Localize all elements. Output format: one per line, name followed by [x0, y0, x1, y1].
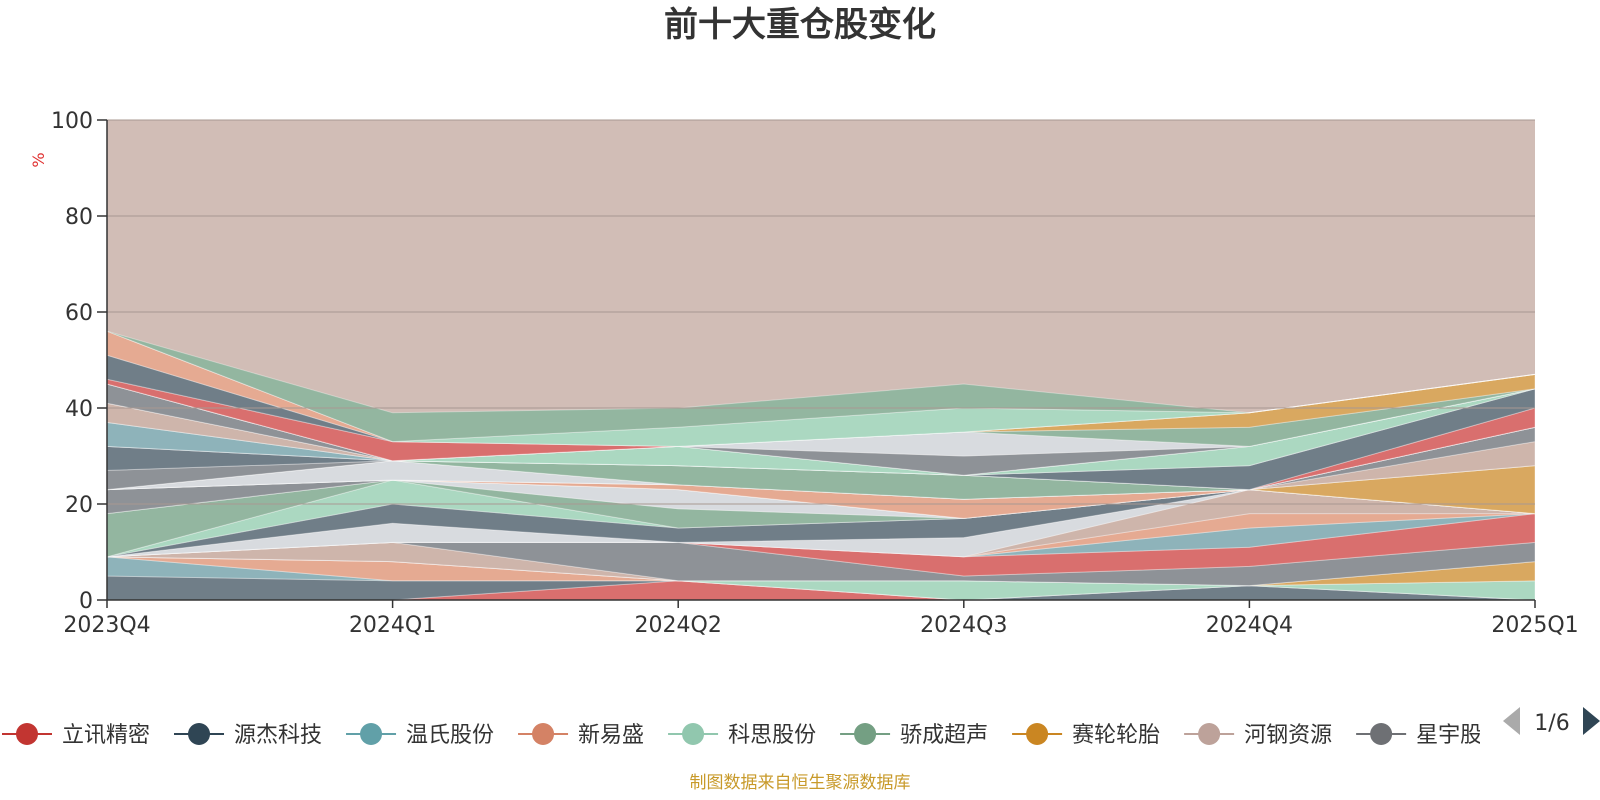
- legend-label: 骄成超声: [900, 723, 988, 748]
- legend-label: 立讯精密: [62, 723, 150, 748]
- legend-item[interactable]: 赛轮轮胎: [1012, 723, 1160, 748]
- legend-marker-icon: [188, 723, 211, 745]
- y-tick-label: 40: [65, 397, 93, 422]
- x-tick-label: 2023Q4: [63, 613, 150, 638]
- legend-item[interactable]: 科思股份: [668, 723, 816, 748]
- area-series-22: [106, 441, 1536, 500]
- area-series-39: [106, 373, 1536, 462]
- area-series-40: [106, 354, 1536, 447]
- y-tick-label: 60: [65, 301, 93, 326]
- x-tick-label: 2024Q1: [349, 613, 436, 638]
- y-tick-label: 20: [65, 493, 93, 518]
- legend-label: 河钢资源: [1244, 723, 1332, 748]
- x-tick-label: 2025Q1: [1491, 613, 1578, 638]
- y-tick-label: 0: [79, 589, 93, 614]
- legend-item[interactable]: 新易盛: [518, 723, 644, 748]
- legend-item[interactable]: 河钢资源: [1184, 723, 1332, 748]
- area-series-43: [106, 330, 1536, 443]
- chart-title: 前十大重仓股变化: [664, 5, 936, 45]
- legend-next-icon[interactable]: [1583, 707, 1600, 735]
- legend-label: 新易盛: [578, 723, 644, 748]
- legend-label: 赛轮轮胎: [1072, 723, 1160, 748]
- legend-marker-icon: [16, 723, 38, 745]
- data-source-note: 制图数据来自恒生聚源数据库: [690, 773, 911, 793]
- legend-item[interactable]: 温氏股份: [346, 723, 494, 748]
- x-tick-label: 2024Q3: [920, 613, 1007, 638]
- legend-label: 温氏股份: [406, 723, 494, 748]
- legend-label: 源杰科技: [234, 723, 322, 748]
- y-axis-unit: %: [29, 152, 48, 167]
- legend-marker-icon: [532, 723, 555, 745]
- axes: 0 20 40 60 80 100 2023Q4 2024Q1 2024Q2 2024Q3 2024…: [51, 109, 1579, 638]
- legend-item[interactable]: 星宇股份: [1356, 723, 1504, 748]
- y-tick-label: 80: [65, 205, 93, 230]
- legend-marker-icon: [1370, 723, 1393, 745]
- legend-marker-icon: [854, 723, 877, 745]
- legend: 立讯精密 源杰科技 温氏股份 新易盛 科思股份 骄成超声 赛轮轮胎 河钢资源 星宇股份: [2, 723, 1504, 748]
- area-series-23: [106, 426, 1536, 500]
- legend-pager: 1/6: [1503, 707, 1600, 736]
- legend-page-indicator: 1/6: [1534, 711, 1569, 736]
- legend-marker-icon: [682, 723, 705, 745]
- y-tick-label: 100: [51, 109, 93, 134]
- x-tick-label: 2024Q4: [1206, 613, 1293, 638]
- x-tick-label: 2024Q2: [635, 613, 722, 638]
- legend-label: 科思股份: [728, 723, 816, 748]
- legend-marker-icon: [1198, 723, 1221, 745]
- legend-item[interactable]: 立讯精密: [2, 723, 150, 748]
- area-series-41: [106, 330, 1536, 447]
- legend-marker-icon: [1026, 723, 1049, 745]
- legend-marker-icon: [360, 723, 383, 745]
- legend-item[interactable]: 骄成超声: [840, 723, 988, 748]
- legend-item[interactable]: 源杰科技: [174, 723, 322, 748]
- area-series-group: [106, 330, 1536, 601]
- legend-label: 星宇股份: [1416, 723, 1504, 748]
- legend-prev-icon[interactable]: [1503, 707, 1520, 735]
